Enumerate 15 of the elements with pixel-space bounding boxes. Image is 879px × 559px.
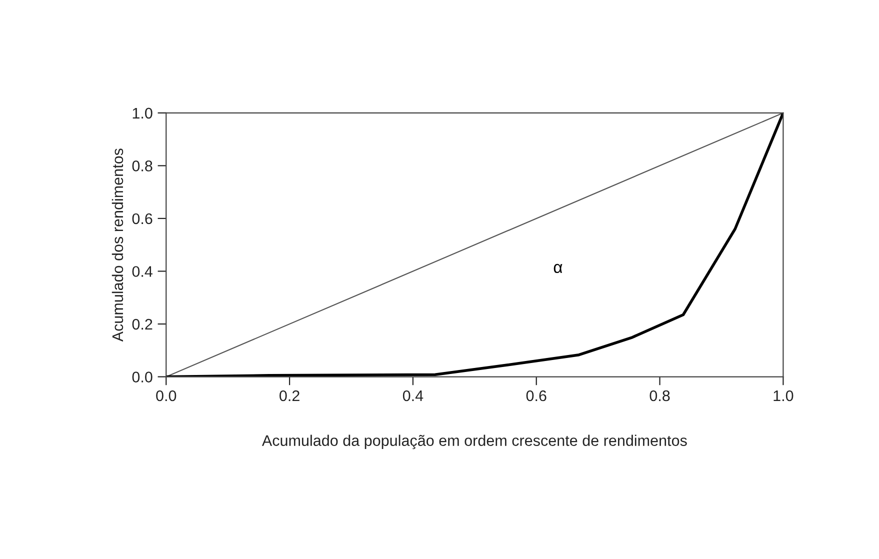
y-tick-label: 0.6 bbox=[132, 213, 152, 224]
y-tick-label: 0.4 bbox=[132, 266, 152, 277]
y-axis-title: Acumulado dos rendimentos bbox=[112, 148, 124, 342]
y-tick-label: 0.0 bbox=[132, 372, 152, 382]
y-tick-label: 0.2 bbox=[132, 318, 152, 330]
y-tick-label: 1.0 bbox=[132, 108, 152, 119]
x-tick-label: 0.0 bbox=[156, 390, 176, 402]
annotation: α bbox=[554, 264, 562, 274]
x-tick-label: 1.0 bbox=[774, 390, 794, 402]
x-tick-label: 0.8 bbox=[650, 390, 670, 402]
x-tick-label: 0.6 bbox=[526, 390, 546, 402]
y-tick-label: 0.8 bbox=[132, 160, 152, 172]
x-tick-label: 0.4 bbox=[402, 390, 424, 402]
x-tick-label: 0.2 bbox=[280, 390, 300, 402]
x-axis-title: Acumulado da população em ordem crescente de rendimentos bbox=[262, 434, 687, 450]
